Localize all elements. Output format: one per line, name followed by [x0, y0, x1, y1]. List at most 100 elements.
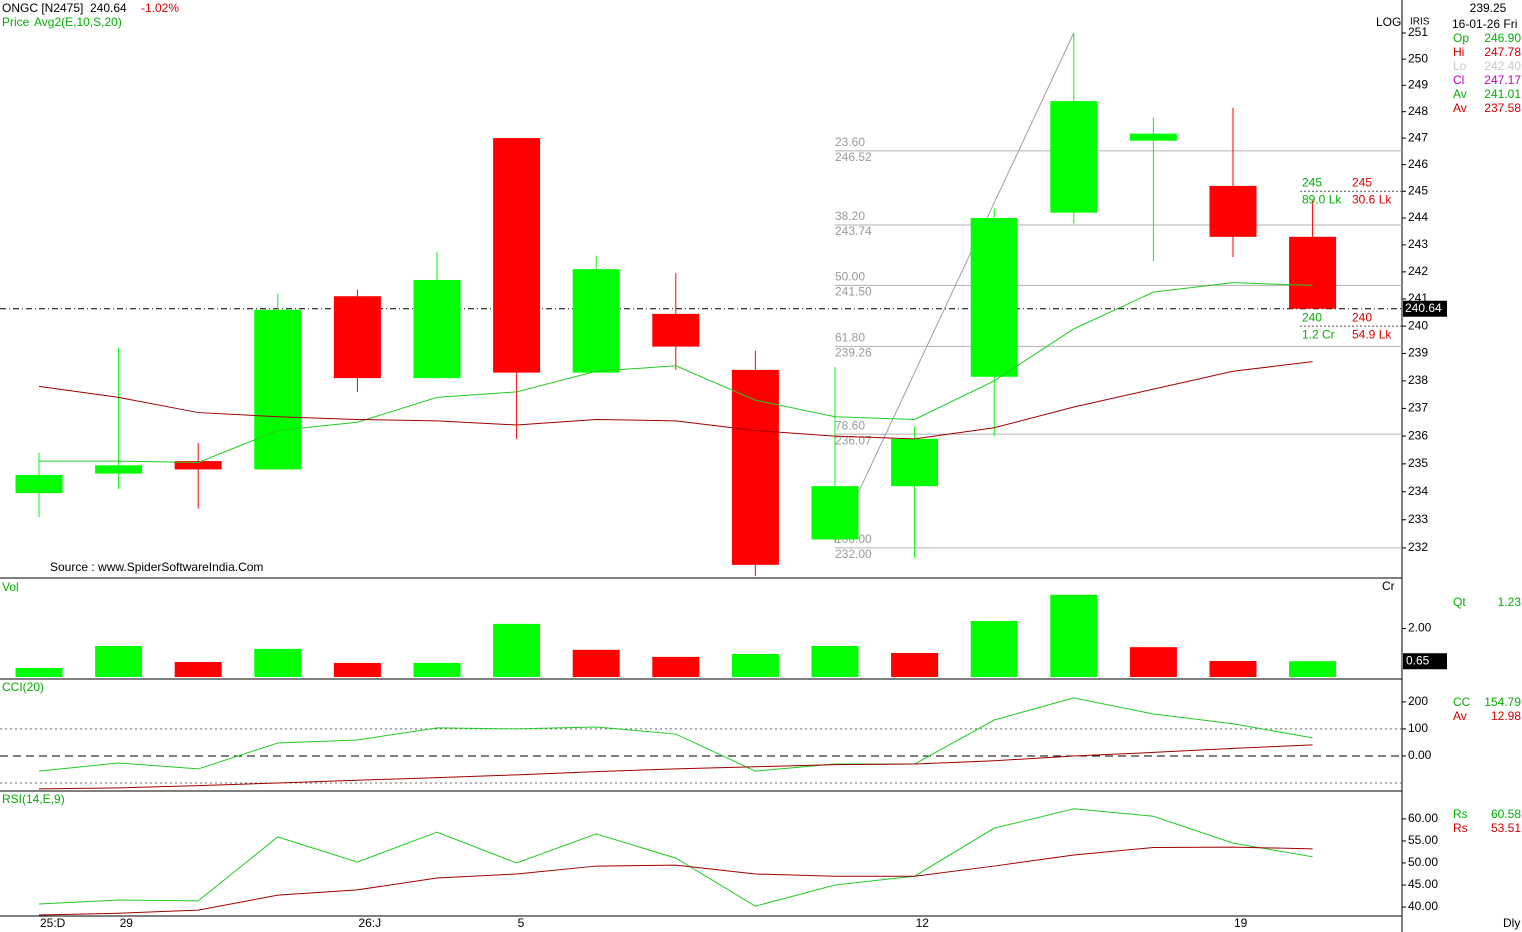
volume-bar	[1209, 660, 1257, 677]
indicator-line	[38, 846, 1313, 916]
x-tick-label: 26:J	[358, 916, 381, 930]
volume-bar	[572, 649, 620, 677]
volume-bar	[1050, 594, 1098, 677]
info-value: 242.40	[1484, 59, 1521, 73]
fib-price: 246.52	[835, 150, 872, 164]
iris-label: IRIS	[1410, 17, 1430, 28]
x-tick-label: 12	[916, 916, 930, 930]
order-price: 245	[1302, 175, 1322, 189]
cursor-price: 239.25	[1470, 1, 1507, 15]
fib-level: 23.60	[835, 135, 865, 149]
panel-label: Vol	[2, 580, 19, 594]
volume-bar	[811, 645, 859, 677]
info-label: Av	[1453, 101, 1467, 115]
y-tick-label: 246	[1408, 157, 1428, 171]
log-label: LOG	[1376, 15, 1401, 29]
info-label: CC	[1453, 695, 1471, 709]
y-tick-label: 45.00	[1408, 877, 1438, 891]
last-price-label: 240.64	[1405, 301, 1442, 315]
indicator-line	[38, 697, 1313, 772]
volume-bar	[254, 648, 302, 677]
fib-level: 61.80	[835, 331, 865, 345]
info-label: Qt	[1453, 595, 1466, 609]
candle-body	[15, 474, 63, 494]
fib-level: 50.00	[835, 270, 865, 284]
volume-bar	[970, 620, 1018, 677]
x-tick-label: 19	[1234, 916, 1248, 930]
volume-bar	[731, 653, 779, 677]
moving-average	[39, 282, 1313, 463]
date: 16-01-26 Fri	[1452, 17, 1517, 31]
price-label: Price	[2, 15, 30, 29]
order-qty: 30.6 Lk	[1352, 192, 1392, 206]
y-tick-label: 247	[1408, 130, 1428, 144]
info-label: Op	[1453, 31, 1469, 45]
candle-body	[891, 438, 939, 487]
order-qty: 1.2 Cr	[1302, 327, 1335, 341]
panel-label: CCI(20)	[2, 680, 44, 694]
volume-bar	[891, 652, 939, 677]
y-tick-label: 250	[1408, 51, 1428, 65]
y-tick-label: 232	[1408, 540, 1428, 554]
y-tick-label: 245	[1408, 183, 1428, 197]
y-tick-label: 243	[1408, 237, 1428, 251]
y-tick-label: 60.00	[1408, 811, 1438, 825]
y-tick-label: 2.00	[1408, 621, 1432, 635]
volume-bar	[652, 656, 700, 677]
info-value: 237.58	[1484, 101, 1521, 115]
fib-price: 236.07	[835, 433, 872, 447]
candle-body	[652, 313, 700, 347]
info-value: 247.78	[1484, 45, 1521, 59]
candle-body	[731, 369, 779, 565]
candle-body	[1129, 133, 1177, 141]
volume-bar	[333, 662, 381, 677]
info-label: Cl	[1453, 73, 1464, 87]
last-volume-box	[1403, 653, 1447, 670]
moving-average	[38, 361, 1313, 440]
candle-body	[493, 138, 541, 373]
y-tick-label: 244	[1408, 210, 1428, 224]
volume-bar	[493, 623, 541, 677]
y-tick-label: 248	[1408, 104, 1428, 118]
y-tick-label: 238	[1408, 373, 1428, 387]
y-tick-label: 249	[1408, 78, 1428, 92]
volume-bar	[1129, 647, 1177, 677]
change: -1.02%	[141, 1, 179, 15]
y-tick-label: 0.00	[1408, 748, 1432, 762]
info-value: 154.79	[1484, 695, 1521, 709]
y-tick-label: 234	[1408, 484, 1428, 498]
y-tick-label: 235	[1408, 456, 1428, 470]
fib-level: 78.60	[835, 418, 865, 432]
candle-body	[1289, 236, 1337, 309]
candle-body	[970, 218, 1018, 377]
candle-body	[413, 279, 461, 379]
volume-bar	[15, 668, 63, 677]
info-value: 53.51	[1491, 821, 1521, 835]
candle-body	[254, 309, 302, 470]
fib-price: 239.26	[835, 346, 872, 360]
candle-body	[95, 465, 143, 474]
info-value: 1.23	[1498, 595, 1522, 609]
y-tick-label: 100	[1408, 721, 1428, 735]
y-tick-label: 237	[1408, 401, 1428, 415]
candle-body	[572, 269, 620, 373]
info-value: 247.17	[1484, 73, 1521, 87]
candle-body	[174, 461, 222, 470]
indicator-line	[38, 744, 1313, 790]
info-label: Av	[1453, 87, 1467, 101]
info-value: 246.90	[1484, 31, 1521, 45]
volume-bar	[174, 661, 222, 677]
fib-level: 38.20	[835, 209, 865, 223]
order-price: 240	[1302, 310, 1322, 324]
y-tick-label: 239	[1408, 346, 1428, 360]
volume-bar	[95, 645, 143, 677]
volume-bar	[1289, 661, 1337, 677]
source: Source : www.SpiderSoftwareIndia.Com	[50, 560, 263, 574]
info-label: Av	[1453, 709, 1467, 723]
order-qty: 89.0 Lk	[1302, 192, 1342, 206]
candle-body	[811, 486, 859, 540]
y-tick-label: 240	[1408, 318, 1428, 332]
candle-body	[1209, 185, 1257, 237]
